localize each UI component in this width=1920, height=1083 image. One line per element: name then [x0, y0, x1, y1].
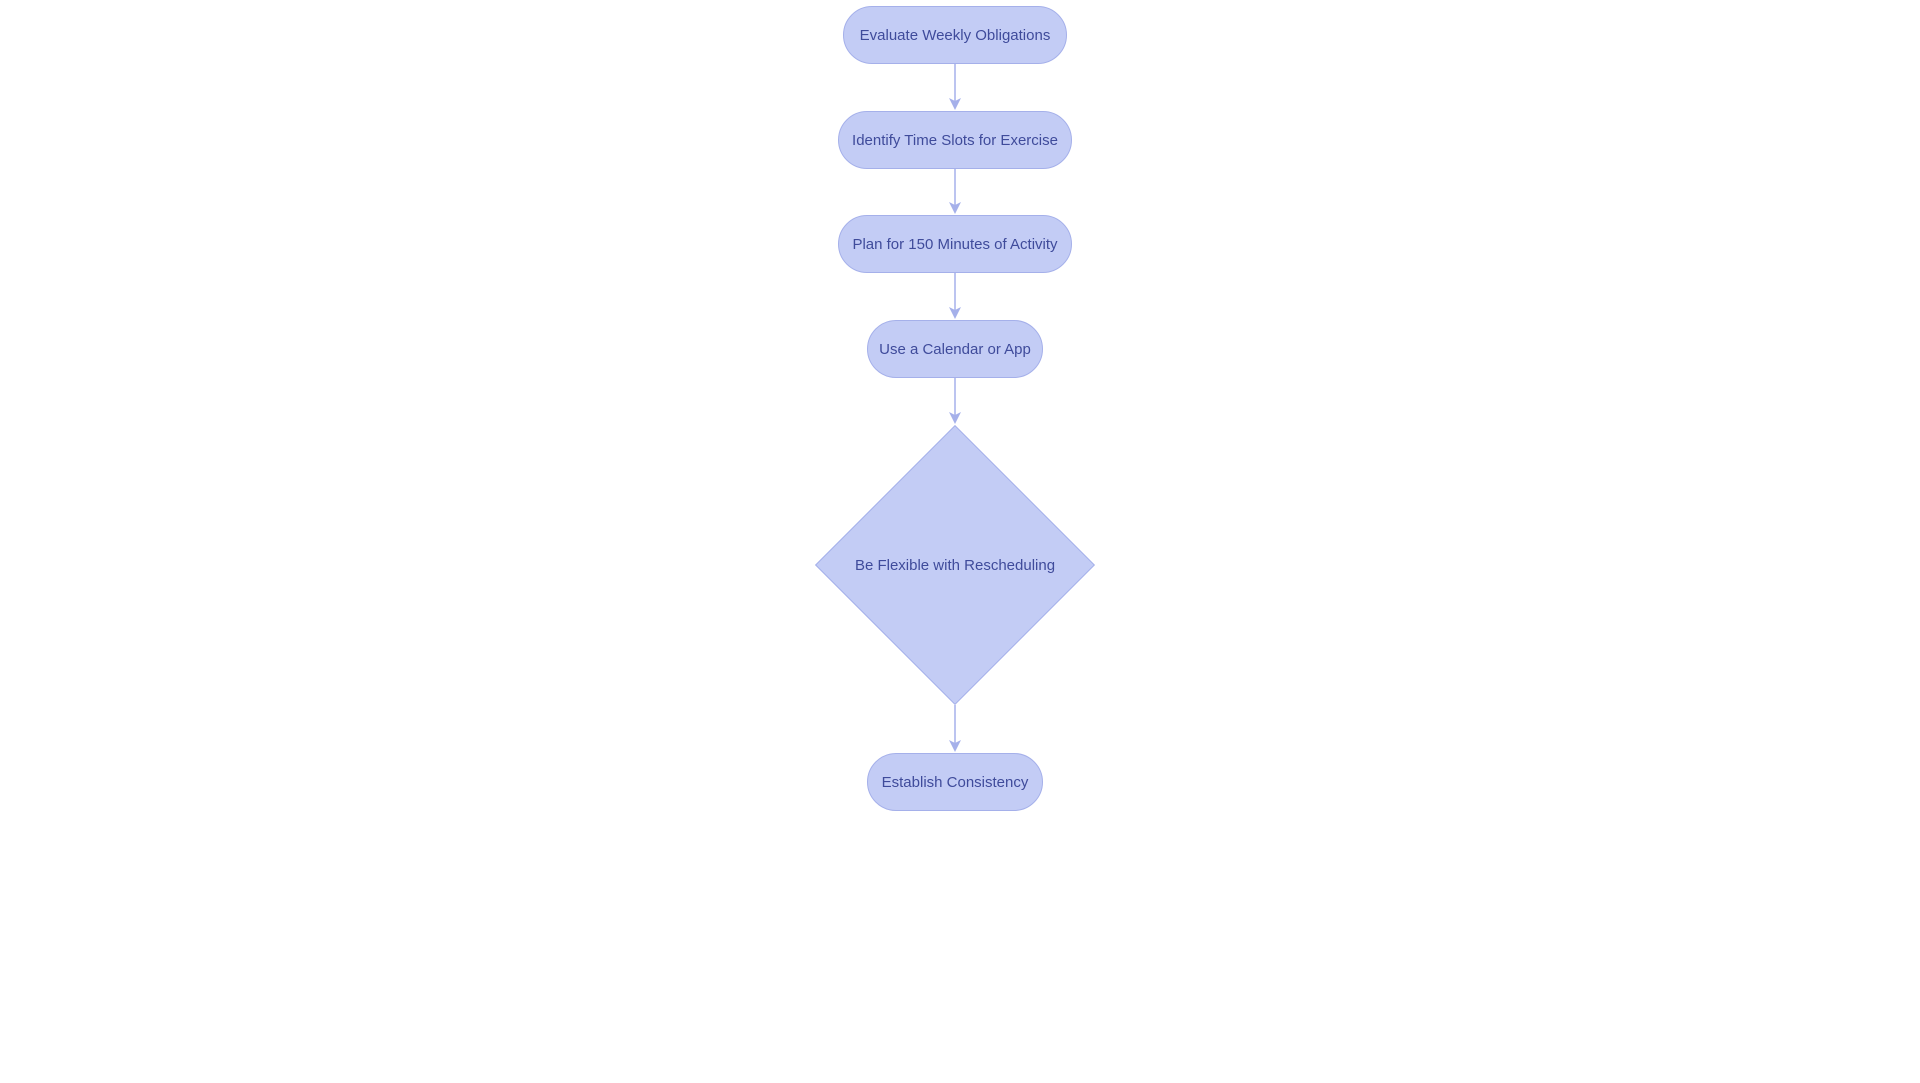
flowchart-node-n5: Be Flexible with Rescheduling: [815, 425, 1095, 705]
flowchart-node-n1: Evaluate Weekly Obligations: [843, 6, 1067, 64]
node-label: Establish Consistency: [882, 774, 1029, 791]
node-label: Identify Time Slots for Exercise: [852, 132, 1058, 149]
node-label: Evaluate Weekly Obligations: [860, 27, 1051, 44]
node-label: Use a Calendar or App: [879, 341, 1031, 358]
node-label: Plan for 150 Minutes of Activity: [852, 236, 1057, 253]
flowchart-node-n2: Identify Time Slots for Exercise: [838, 111, 1072, 169]
flowchart-node-n6: Establish Consistency: [867, 753, 1043, 811]
node-label: Be Flexible with Rescheduling: [815, 425, 1095, 705]
flowchart-node-n3: Plan for 150 Minutes of Activity: [838, 215, 1072, 273]
flowchart-node-n4: Use a Calendar or App: [867, 320, 1043, 378]
flowchart-container: Evaluate Weekly Obligations Identify Time…: [660, 0, 1260, 1083]
